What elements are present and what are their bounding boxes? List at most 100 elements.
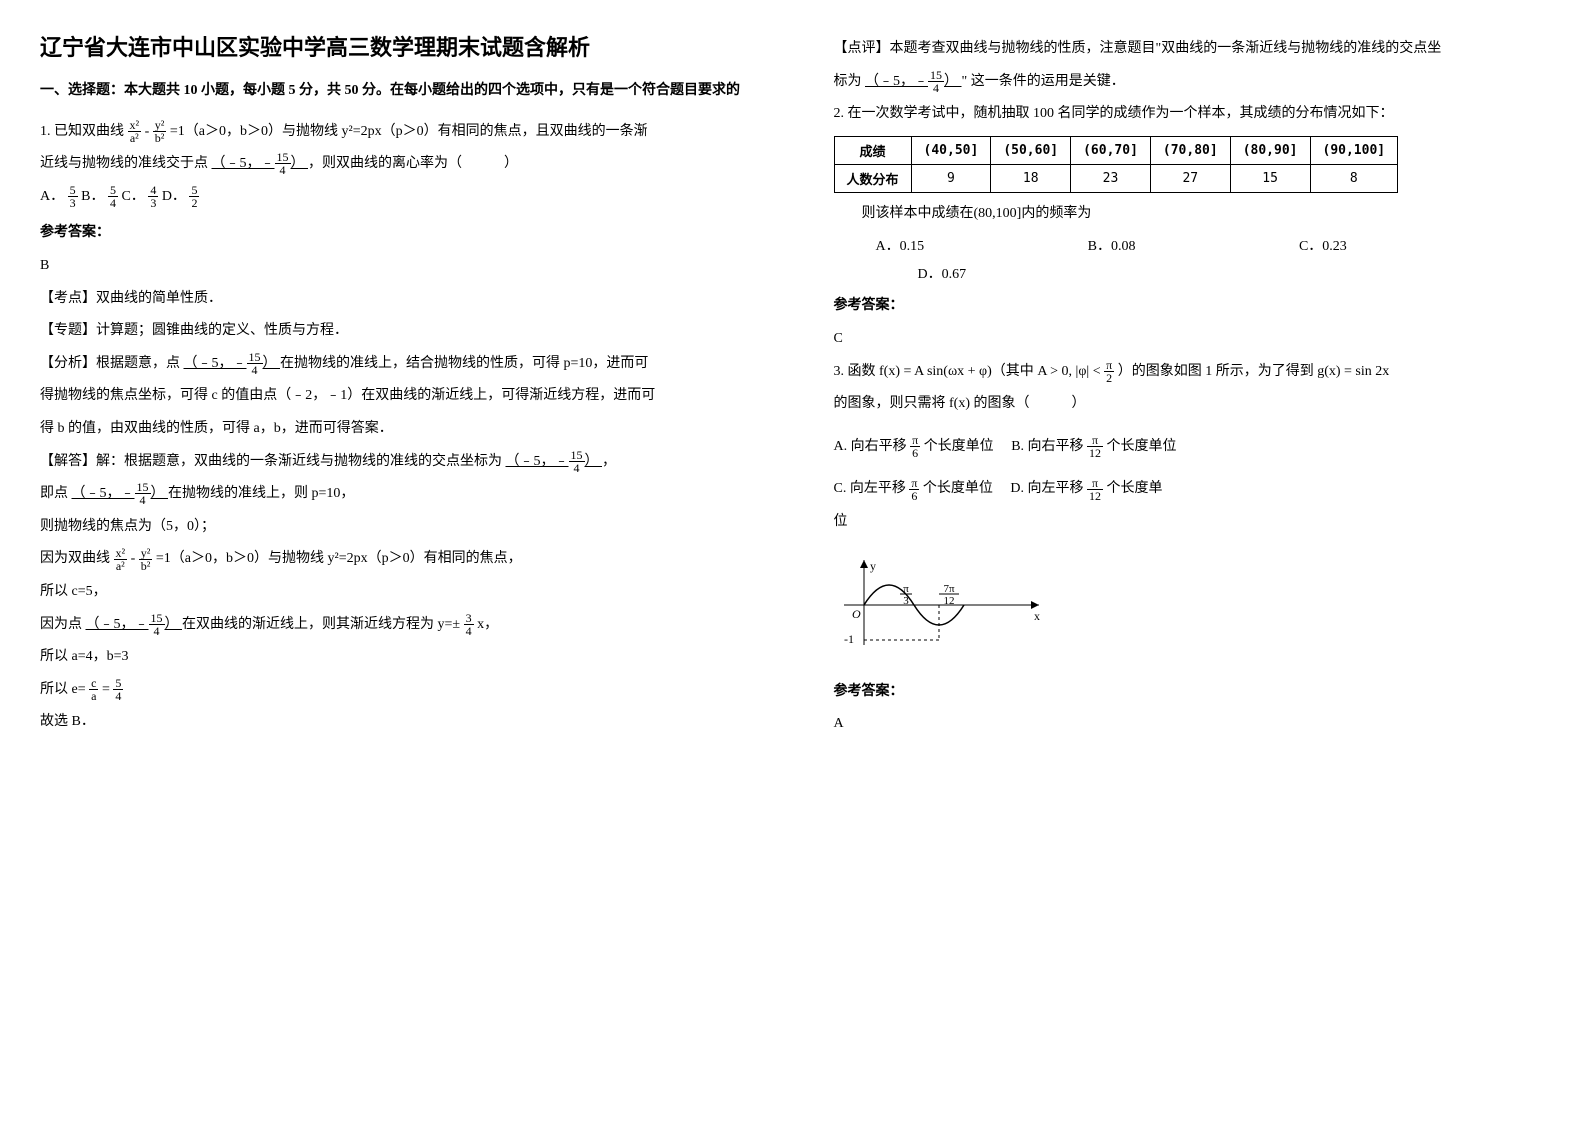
- opt-b-label: B．: [81, 189, 104, 204]
- point-open: （﹣5，﹣: [72, 486, 135, 501]
- td: 8: [1310, 164, 1398, 192]
- frac: π6: [909, 477, 919, 502]
- text: ）的图象如图 1 所示，为了得到 g(x) = sin 2x: [1118, 364, 1390, 379]
- q1-dianping-1: 【点评】本题考查双曲线与抛物线的性质，注意题目"双曲线的一条渐近线与抛物线的准线…: [834, 36, 1548, 63]
- q1-stem-a: 1. 已知双曲线: [40, 124, 124, 139]
- point-open: （﹣5，﹣: [86, 617, 149, 632]
- page-title: 辽宁省大连市中山区实验中学高三数学理期末试题含解析: [40, 30, 754, 62]
- q1-dianping-2: 标为 （﹣5，﹣154） " 这一条件的运用是关键．: [834, 69, 1548, 96]
- th: 成绩: [834, 136, 911, 164]
- td: 27: [1150, 164, 1230, 192]
- text: 个长度单位: [1107, 439, 1177, 454]
- text: " 这一条件的运用是关键．: [962, 74, 1125, 89]
- y-axis-label: y: [870, 559, 876, 573]
- text: x，: [477, 617, 498, 632]
- q3-options-cd: C. 向左平移 π6 个长度单位 D. 向左平移 π12 个长度单: [834, 476, 1548, 503]
- q2-options-row2: D．0.67: [834, 263, 1548, 283]
- yval-label: -1: [844, 632, 854, 646]
- frac-num: y²: [139, 547, 153, 560]
- frac: 154: [247, 351, 263, 376]
- tick2-num: 7π: [943, 583, 955, 595]
- frac-den: b²: [153, 132, 167, 144]
- q2-sub: 则该样本中成绩在(80,100]内的频率为: [834, 201, 1548, 228]
- q2-opt-d: D．0.67: [918, 267, 967, 282]
- opt-a-frac: 53: [68, 184, 78, 209]
- q1-answer-label: 参考答案：: [40, 220, 754, 247]
- q1-frac1: x² a²: [128, 119, 142, 144]
- opt-a-label: A．: [40, 189, 64, 204]
- frac-den: 2: [1104, 372, 1114, 384]
- q2-opt-b: B．0.08: [1088, 239, 1136, 254]
- q2-options-row1: A．0.15 B．0.08 C．0.23: [834, 235, 1548, 255]
- q3-graph: y x O -1 π 3 7π 12: [834, 550, 1548, 665]
- frac-den: 4: [569, 462, 585, 474]
- q1-stem-line1: 1. 已知双曲线 x² a² - y² b² =1（a＞0，b＞0）与抛物线 y…: [40, 119, 754, 146]
- q1-options: A． 53 B． 54 C． 43 D． 52: [40, 184, 754, 211]
- frac-num: π: [1104, 359, 1114, 372]
- q2-answer-label: 参考答案：: [834, 293, 1548, 320]
- q1-frac2: y² b²: [153, 119, 167, 144]
- q1-jieda-8: 所以 e= ca = 54: [40, 677, 754, 704]
- q1-zhuanti: 【专题】计算题；圆锥曲线的定义、性质与方程．: [40, 318, 754, 345]
- th: (60,70]: [1071, 136, 1151, 164]
- point-close: ）: [165, 617, 179, 632]
- q3-stem-2: 的图象，则只需将 f(x) 的图象（ ）: [834, 391, 1548, 418]
- frac: π12: [1087, 477, 1103, 502]
- point-close: ）: [263, 356, 277, 371]
- text: 所以 e=: [40, 682, 86, 697]
- q1-point-frac: 154: [275, 151, 291, 176]
- frac-den: a²: [128, 132, 142, 144]
- point-open: （﹣5，﹣: [184, 356, 247, 371]
- frac-den: a²: [114, 560, 128, 572]
- th: (50,60]: [991, 136, 1071, 164]
- frac-num: x²: [128, 119, 142, 132]
- frac: 54: [113, 677, 123, 702]
- text: 在抛物线的准线上，则 p=10，: [168, 486, 354, 501]
- frac-den: 3: [148, 197, 158, 209]
- frac: π12: [1087, 434, 1103, 459]
- opt-c-frac: 43: [148, 184, 158, 209]
- section-1-head: 一、选择题：本大题共 10 小题，每小题 5 分，共 50 分。在每小题给出的四…: [40, 78, 754, 105]
- q3-stem-1: 3. 函数 f(x) = A sin(ωx + φ)（其中 A > 0, |φ|…: [834, 359, 1548, 386]
- q2-answer: C: [834, 326, 1548, 353]
- frac: 154: [928, 69, 944, 94]
- q1-jd-point2: （﹣5，﹣154）: [72, 486, 169, 501]
- text: B. 向右平移: [1011, 439, 1083, 454]
- frac: π6: [910, 434, 920, 459]
- text: 【解答】解：根据题意，双曲线的一条渐近线与抛物线的准线的交点坐标为: [40, 454, 502, 469]
- th: (40,50]: [911, 136, 991, 164]
- row-label: 人数分布: [834, 164, 911, 192]
- q1-stem-c: 近线与抛物线的准线交于点: [40, 156, 208, 171]
- frac-den: 4: [247, 364, 263, 376]
- q3-answer: A: [834, 711, 1548, 738]
- q2-table: 成绩 (40,50] (50,60] (60,70] (70,80] (80,9…: [834, 136, 1399, 193]
- frac-den: 3: [68, 197, 78, 209]
- frac-den: b²: [139, 560, 153, 572]
- point-open: （﹣5，﹣: [506, 454, 569, 469]
- frac-den: 4: [113, 690, 123, 702]
- text: 在抛物线的准线上，结合抛物线的性质，可得 p=10，进而可: [280, 356, 648, 371]
- q1-answer: B: [40, 253, 754, 280]
- frac-num: π: [909, 477, 919, 490]
- point-close: ）: [151, 486, 165, 501]
- opt-b-frac: 54: [108, 184, 118, 209]
- opt-d-label: D．: [162, 189, 186, 204]
- q1-point: （﹣5，﹣154）: [212, 156, 309, 171]
- frac-den: 12: [1087, 447, 1103, 459]
- tick1-num: π: [903, 583, 909, 595]
- frac-den: 12: [1087, 490, 1103, 502]
- text: 个长度单: [1107, 481, 1163, 496]
- q2-stem: 2. 在一次数学考试中，随机抽取 100 名同学的成绩作为一个样本，其成绩的分布…: [834, 101, 1548, 128]
- q3-options-ab: A. 向右平移 π6 个长度单位 B. 向右平移 π12 个长度单位: [834, 434, 1548, 461]
- th: (80,90]: [1230, 136, 1310, 164]
- frac-num: x²: [114, 547, 128, 560]
- minus: -: [145, 124, 153, 139]
- frac-num: 15: [149, 612, 165, 625]
- text: A. 向右平移: [834, 439, 907, 454]
- q1-stem-d: ，则双曲线的离心率为（ ）: [308, 156, 518, 171]
- q3-options-cd-tail: 位: [834, 509, 1548, 536]
- table-head-row: 成绩 (40,50] (50,60] (60,70] (70,80] (80,9…: [834, 136, 1398, 164]
- frac-den: 4: [464, 625, 474, 637]
- text: 在双曲线的渐近线上，则其渐近线方程为 y=±: [182, 617, 460, 632]
- q1-jieda-9: 故选 B．: [40, 709, 754, 736]
